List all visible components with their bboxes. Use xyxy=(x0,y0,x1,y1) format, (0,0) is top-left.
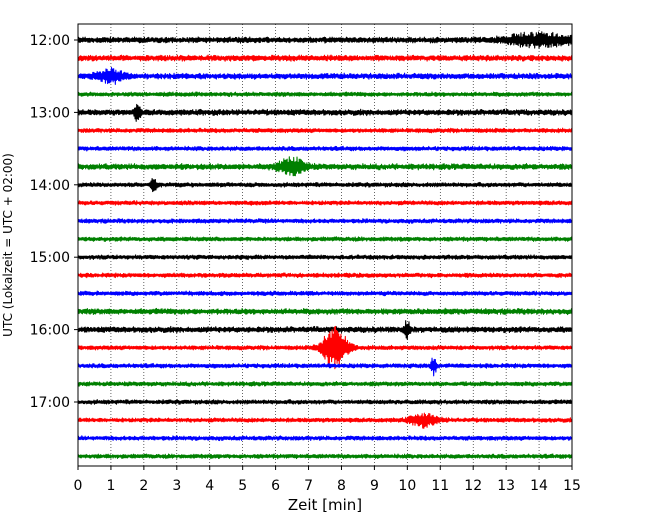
trace-line xyxy=(77,31,573,49)
trace-line xyxy=(77,127,573,134)
y-tick-label: 15:00 xyxy=(30,250,70,266)
x-tick-label: 3 xyxy=(172,478,181,494)
y-tick-label: 16:00 xyxy=(30,323,70,339)
y-tick-label: 12:00 xyxy=(30,33,70,49)
trace-line xyxy=(77,218,573,224)
x-axis-ticks: 0 1 2 3 4 5 6 7 8 9 10 11 12 13 14 15 xyxy=(74,466,581,494)
x-tick-label: 13 xyxy=(497,478,515,494)
trace-line xyxy=(77,254,573,261)
y-tick-label: 14:00 xyxy=(30,178,70,194)
trace-line xyxy=(77,320,573,341)
trace-line xyxy=(77,66,573,85)
trace-line xyxy=(77,236,573,243)
x-tick-label: 10 xyxy=(398,478,416,494)
trace-line xyxy=(77,435,573,442)
plot-frame xyxy=(77,23,573,467)
trace-line xyxy=(77,156,573,177)
x-tick-label: 1 xyxy=(106,478,115,494)
x-tick-label: 2 xyxy=(139,478,148,494)
trace-line xyxy=(77,399,573,405)
x-tick-label: 9 xyxy=(370,478,379,494)
trace-line xyxy=(77,177,573,193)
trace-line xyxy=(77,91,573,98)
trace-line xyxy=(77,307,573,316)
trace-line xyxy=(77,453,573,460)
trace-line xyxy=(77,200,573,206)
x-tick-label: 11 xyxy=(431,478,449,494)
x-tick-label: 14 xyxy=(530,478,548,494)
x-tick-label: 15 xyxy=(563,478,581,494)
x-tick-label: 5 xyxy=(238,478,247,494)
trace-line xyxy=(77,290,573,297)
trace-line xyxy=(77,381,573,387)
x-tick-label: 7 xyxy=(304,478,313,494)
x-axis-label: Zeit [min] xyxy=(288,496,362,514)
y-axis-label: UTC (Lokalzeit = UTC + 02:00) xyxy=(1,153,15,337)
trace-line xyxy=(77,325,573,370)
y-axis-ticks: 12:00 13:00 14:00 15:00 16:00 17:00 xyxy=(30,33,78,411)
seismogram-traces xyxy=(77,31,573,460)
x-tick-label: 6 xyxy=(271,478,280,494)
x-tick-label: 12 xyxy=(464,478,482,494)
trace-line xyxy=(77,54,573,62)
trace-line xyxy=(77,145,573,152)
x-tick-label: 0 xyxy=(74,478,83,494)
trace-line xyxy=(77,357,573,377)
trace-line xyxy=(77,272,573,279)
trace-line xyxy=(77,103,573,122)
x-tick-label: 4 xyxy=(205,478,214,494)
x-tick-label: 8 xyxy=(337,478,346,494)
y-tick-label: 13:00 xyxy=(30,105,70,121)
y-tick-label: 17:00 xyxy=(30,395,70,411)
vertical-grid xyxy=(110,24,540,466)
trace-line xyxy=(77,412,573,429)
